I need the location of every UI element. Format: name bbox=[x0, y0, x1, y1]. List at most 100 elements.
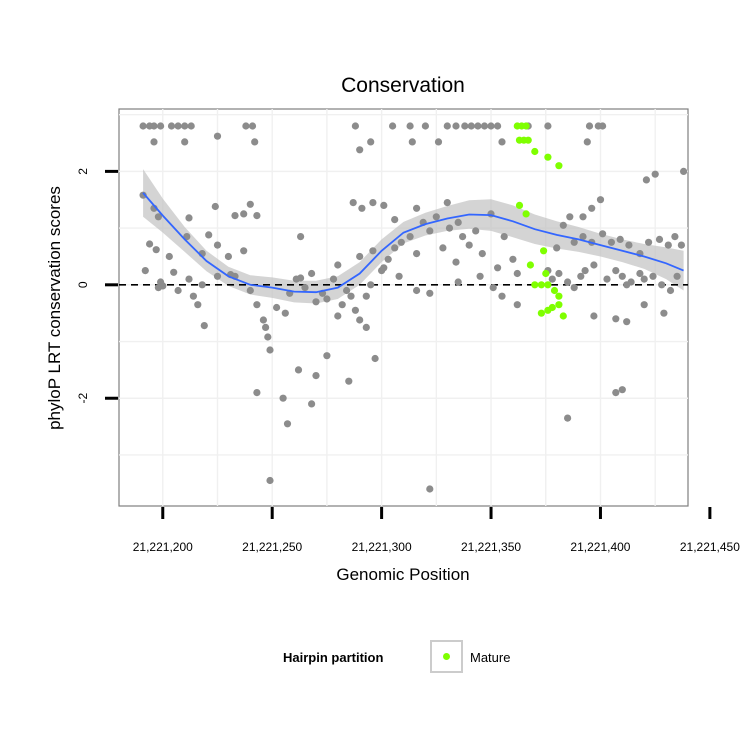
data-point bbox=[677, 241, 686, 249]
legend: Hairpin partition Mature bbox=[283, 640, 510, 673]
data-point bbox=[445, 224, 454, 232]
mature-point bbox=[537, 309, 546, 317]
data-point bbox=[205, 231, 213, 239]
legend-key-box bbox=[430, 640, 463, 673]
data-point bbox=[351, 306, 359, 314]
data-point bbox=[139, 122, 147, 130]
data-point bbox=[262, 323, 270, 331]
data-point bbox=[579, 213, 587, 221]
y-axis-title: phyloP LRT conservation scores bbox=[45, 186, 64, 430]
mature-point bbox=[555, 162, 563, 170]
y-tick-label: 2 bbox=[76, 168, 90, 175]
data-point bbox=[380, 264, 388, 272]
data-point bbox=[513, 269, 521, 278]
data-point bbox=[655, 235, 664, 243]
data-point bbox=[590, 312, 598, 320]
data-point bbox=[618, 272, 626, 280]
data-point bbox=[139, 191, 147, 199]
data-point bbox=[599, 122, 607, 130]
mature-point bbox=[544, 153, 552, 161]
data-point bbox=[349, 199, 357, 207]
data-point bbox=[559, 221, 567, 229]
data-point bbox=[141, 267, 149, 275]
data-point bbox=[213, 241, 222, 249]
data-point bbox=[452, 258, 460, 266]
data-point bbox=[224, 252, 232, 261]
mature-point bbox=[544, 281, 552, 289]
data-point bbox=[281, 309, 289, 317]
x-axis-title: Genomic Position bbox=[336, 565, 469, 584]
plot-background bbox=[118, 108, 689, 507]
data-point bbox=[283, 420, 292, 428]
x-tick-label: 21,221,300 bbox=[352, 540, 412, 554]
data-point bbox=[389, 122, 397, 130]
data-point bbox=[198, 281, 206, 289]
data-point bbox=[157, 122, 165, 130]
data-point bbox=[413, 204, 421, 212]
legend-label-mature: Mature bbox=[470, 650, 510, 665]
data-point bbox=[294, 366, 303, 374]
mature-point bbox=[531, 281, 539, 289]
data-point bbox=[408, 138, 416, 146]
data-point bbox=[347, 292, 355, 300]
data-point bbox=[476, 272, 484, 280]
data-point bbox=[301, 284, 309, 292]
data-point bbox=[351, 122, 359, 130]
data-point bbox=[159, 282, 167, 290]
data-point bbox=[253, 389, 261, 397]
data-point bbox=[426, 289, 434, 297]
data-point bbox=[612, 315, 620, 323]
legend-key-mature bbox=[443, 653, 450, 660]
data-point bbox=[253, 301, 261, 309]
data-point bbox=[323, 295, 331, 303]
data-point bbox=[480, 122, 489, 130]
x-tick-label: 21,221,200 bbox=[133, 540, 193, 554]
data-point bbox=[680, 167, 688, 175]
data-point bbox=[500, 233, 508, 241]
data-point bbox=[297, 274, 305, 282]
data-point bbox=[334, 312, 342, 320]
data-point bbox=[426, 485, 434, 493]
data-point bbox=[170, 268, 178, 276]
data-point bbox=[607, 238, 616, 246]
data-point bbox=[266, 346, 274, 354]
data-point bbox=[253, 212, 261, 220]
data-point bbox=[603, 275, 611, 283]
data-point bbox=[566, 213, 574, 221]
data-point bbox=[167, 122, 176, 130]
data-point bbox=[273, 303, 281, 312]
data-point bbox=[395, 272, 403, 280]
data-point bbox=[465, 241, 473, 249]
data-point bbox=[553, 244, 561, 252]
mature-point bbox=[531, 147, 539, 156]
data-point bbox=[472, 227, 480, 235]
data-point bbox=[187, 122, 195, 130]
data-point bbox=[185, 275, 193, 283]
y-tick-label: -2 bbox=[76, 393, 90, 404]
x-tick-label: 21,221,350 bbox=[461, 540, 521, 554]
legend-title: Hairpin partition bbox=[283, 650, 383, 665]
x-tick-label: 21,221,400 bbox=[570, 540, 630, 554]
data-point bbox=[498, 138, 506, 146]
data-point bbox=[259, 316, 267, 324]
mature-point bbox=[522, 122, 530, 130]
data-point bbox=[636, 269, 644, 278]
data-point bbox=[452, 122, 460, 130]
data-point bbox=[658, 281, 666, 289]
data-point bbox=[213, 272, 222, 280]
data-point bbox=[369, 199, 377, 207]
data-point bbox=[443, 199, 451, 207]
data-point bbox=[391, 244, 399, 252]
data-point bbox=[356, 146, 364, 154]
data-point bbox=[555, 269, 563, 278]
data-point bbox=[181, 138, 189, 146]
data-point bbox=[649, 272, 657, 280]
data-point bbox=[413, 286, 421, 295]
data-point bbox=[599, 230, 607, 238]
data-point bbox=[454, 278, 462, 286]
data-point bbox=[612, 267, 620, 275]
data-point bbox=[308, 269, 316, 278]
mature-point bbox=[548, 303, 556, 312]
mature-points-series bbox=[513, 122, 567, 320]
